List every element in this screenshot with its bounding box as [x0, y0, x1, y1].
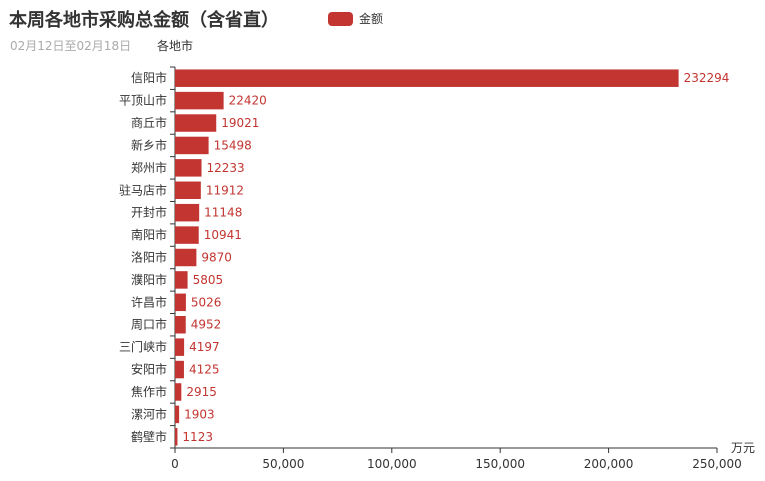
x-tick-label: 250,000 — [692, 457, 742, 471]
category-label: 濮阳市 — [131, 272, 167, 287]
x-tick-label: 200,000 — [584, 457, 634, 471]
chart-title: 本周各地市采购总金额（含省直） — [9, 10, 279, 31]
x-tick-label: 100,000 — [367, 457, 417, 471]
category-label: 许昌市 — [131, 294, 167, 309]
bar[interactable] — [175, 114, 217, 132]
chart-subtitle: 02月12日至02月18日 — [10, 39, 132, 53]
data-label: 10941 — [204, 228, 242, 242]
category-label: 三门峡市 — [119, 339, 167, 354]
data-label: 11912 — [206, 183, 244, 197]
bar[interactable] — [175, 136, 209, 155]
bar[interactable] — [175, 203, 200, 222]
bar[interactable] — [175, 181, 201, 200]
category-label: 鹤壁市 — [131, 429, 167, 444]
bar[interactable] — [175, 69, 679, 87]
data-label: 22420 — [229, 94, 267, 108]
x-axis-name: 万元 — [731, 441, 755, 455]
data-label: 232294 — [684, 71, 730, 85]
data-label: 5805 — [193, 273, 224, 287]
category-label: 焦作市 — [131, 384, 167, 399]
data-label: 4197 — [189, 340, 220, 354]
bar[interactable] — [175, 360, 184, 379]
category-label: 驻马店市 — [119, 182, 167, 197]
bar[interactable] — [175, 226, 199, 244]
legend-swatch — [328, 11, 353, 26]
legend-label: 金额 — [359, 12, 384, 26]
category-label: 新乡市 — [131, 137, 167, 152]
x-tick-label: 50,000 — [262, 457, 304, 471]
category-label: 平顶山市 — [119, 93, 167, 108]
bar[interactable] — [175, 248, 197, 267]
data-label: 1903 — [184, 407, 215, 421]
bar[interactable] — [175, 338, 185, 356]
category-label: 漯河市 — [131, 406, 167, 421]
bar[interactable] — [175, 383, 182, 401]
data-label: 1123 — [182, 430, 213, 444]
category-label: 郑州市 — [131, 160, 167, 175]
category-label: 安阳市 — [131, 362, 167, 377]
category-label: 开封市 — [131, 205, 167, 220]
category-label: 商丘市 — [131, 115, 167, 130]
data-label: 4125 — [189, 363, 220, 377]
bar[interactable] — [175, 91, 224, 110]
bar[interactable] — [175, 293, 186, 312]
legend-item-amount[interactable]: 金额 — [328, 10, 383, 27]
data-label: 5026 — [191, 295, 222, 309]
category-label: 周口市 — [131, 317, 167, 332]
data-label: 4952 — [191, 318, 222, 332]
bar[interactable] — [175, 428, 178, 446]
data-label: 11148 — [204, 206, 242, 220]
category-label: 信阳市 — [131, 70, 167, 85]
x-tick-label: 0 — [171, 457, 179, 471]
data-label: 15498 — [214, 138, 252, 152]
bar[interactable] — [175, 271, 188, 289]
data-label: 12233 — [207, 161, 245, 175]
bar[interactable] — [175, 315, 186, 334]
bar[interactable] — [175, 405, 180, 424]
data-label: 9870 — [201, 251, 232, 265]
category-label: 南阳市 — [131, 227, 167, 242]
x-tick-label: 150,000 — [475, 457, 525, 471]
y-axis-name: 各地市 — [157, 38, 193, 53]
bar[interactable] — [175, 159, 202, 177]
data-label: 19021 — [221, 116, 259, 130]
category-label: 洛阳市 — [131, 250, 167, 265]
data-label: 2915 — [186, 385, 217, 399]
